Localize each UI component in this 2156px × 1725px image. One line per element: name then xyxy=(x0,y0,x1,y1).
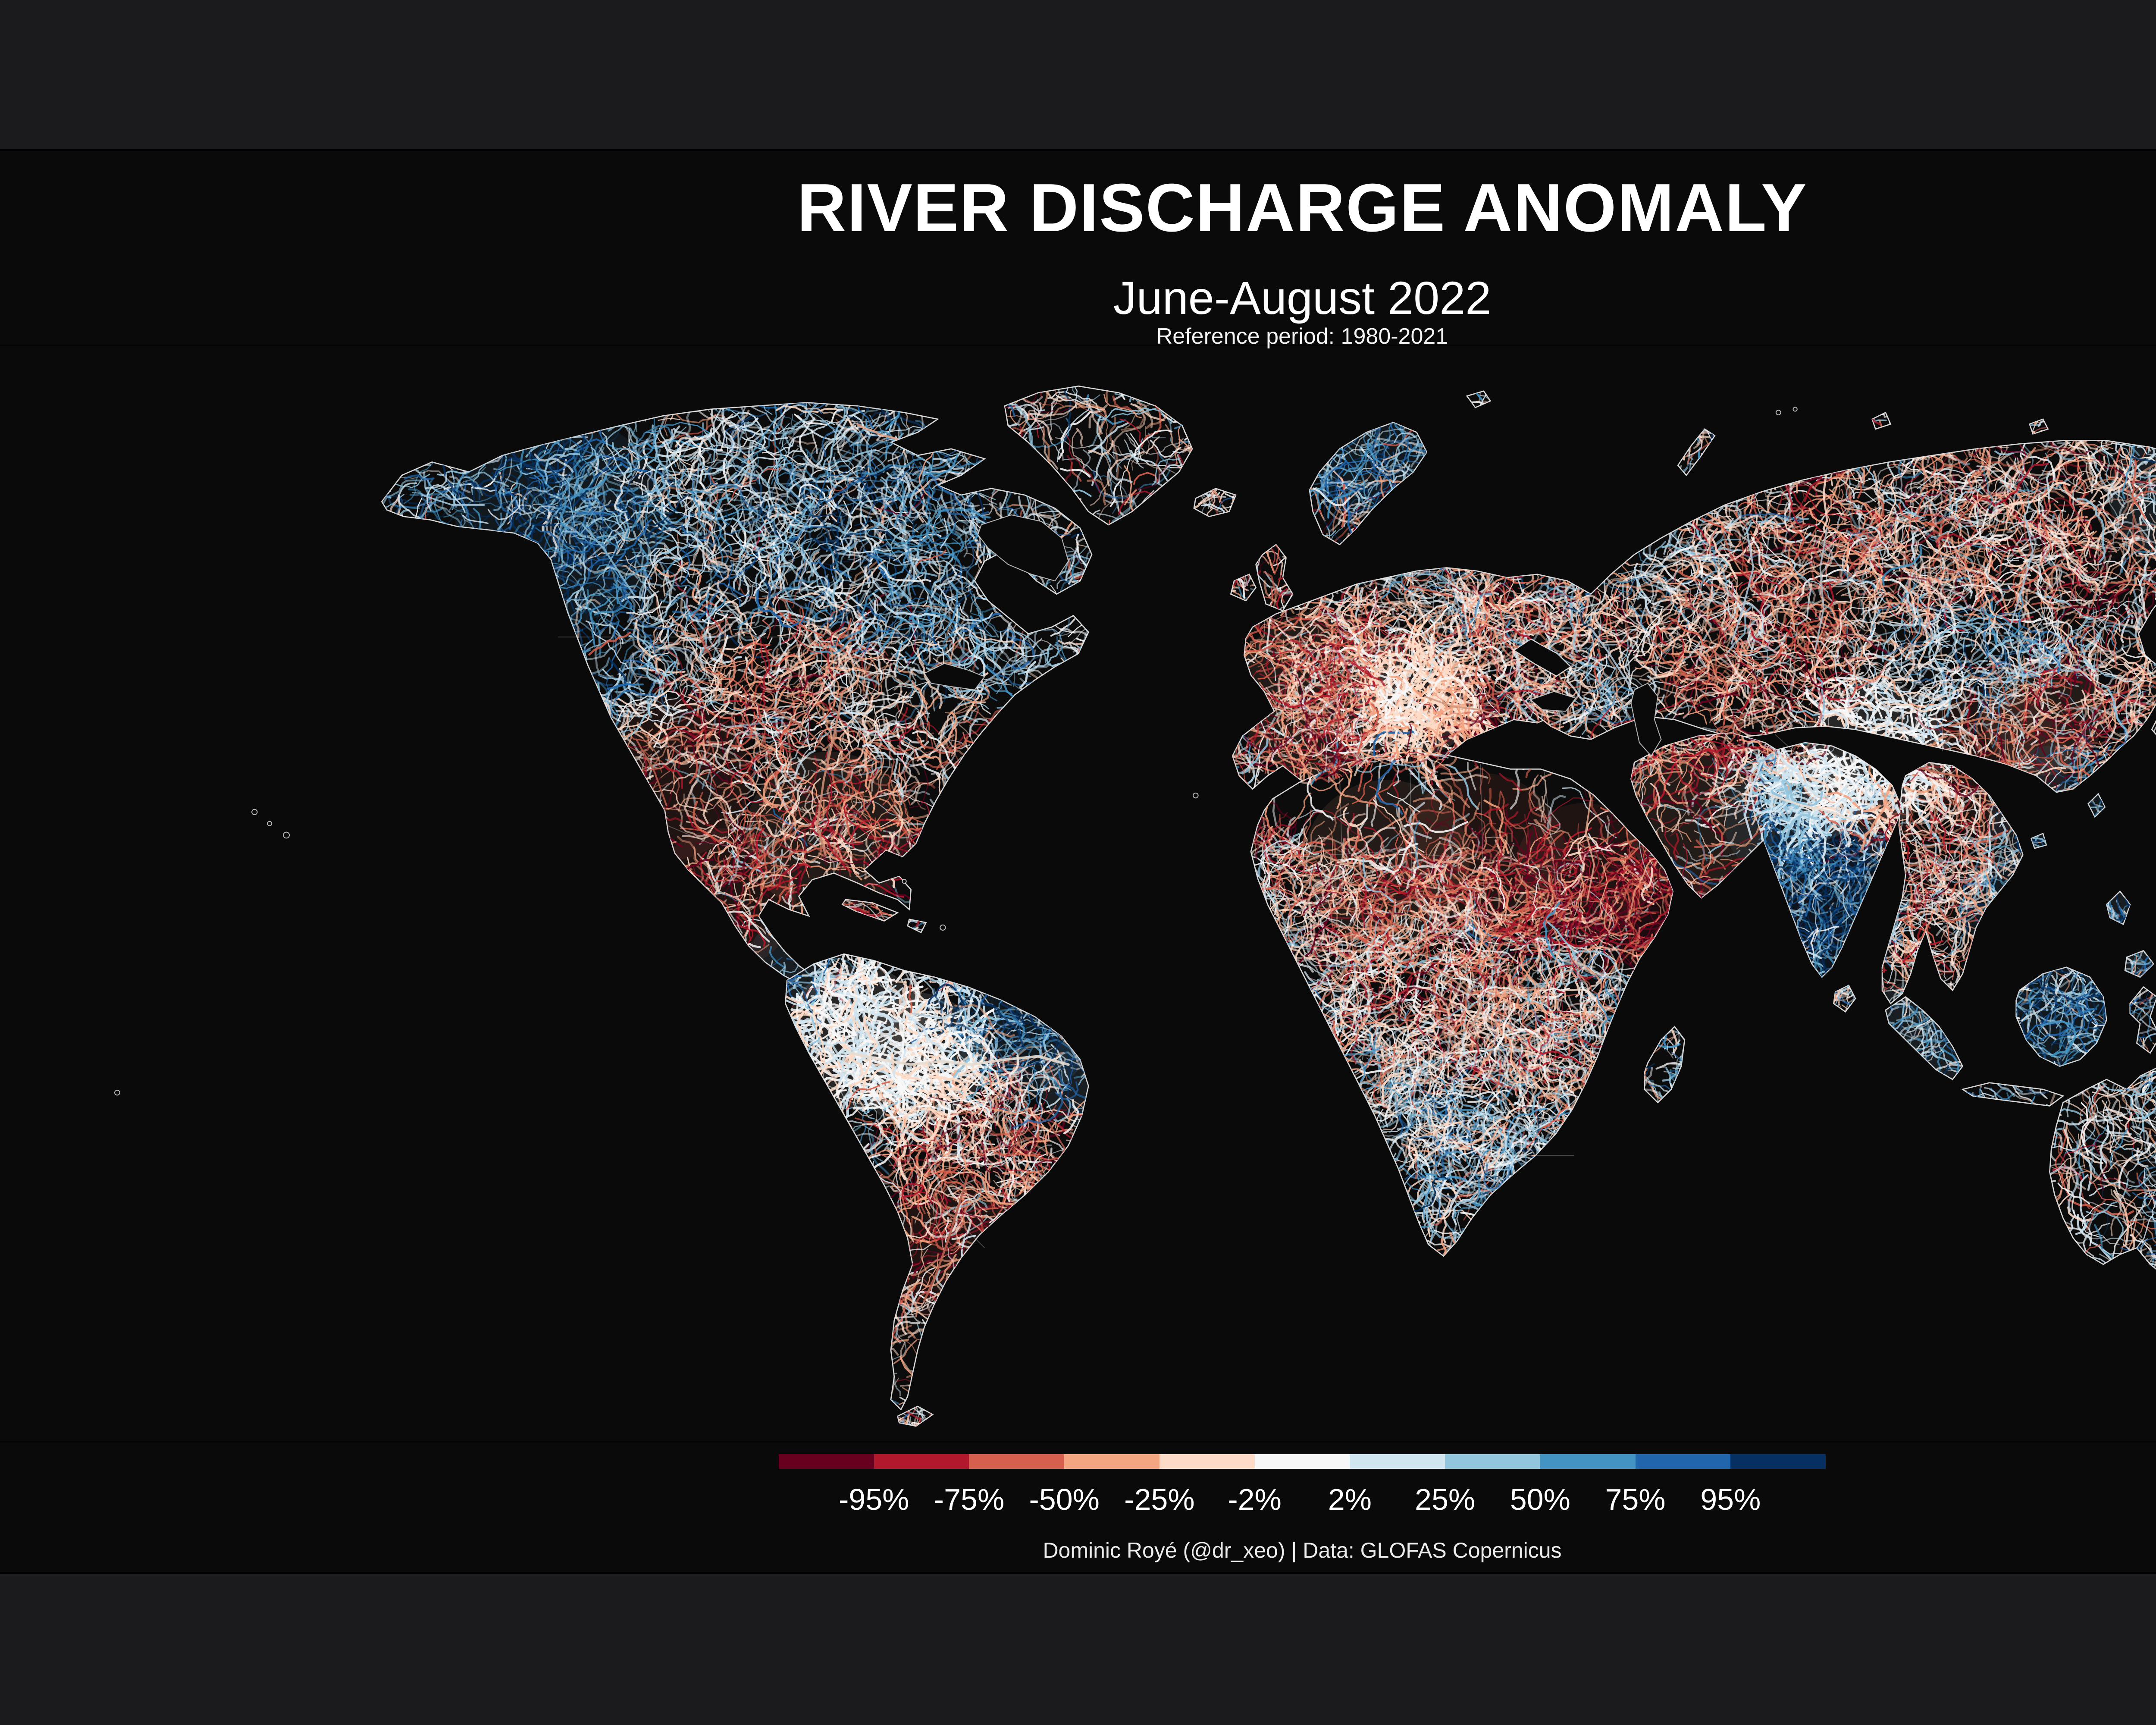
legend-swatch-7 xyxy=(1445,1454,1540,1469)
small-islands xyxy=(114,407,1798,1096)
river-network xyxy=(382,386,2156,1426)
legend-label-7: 50% xyxy=(1510,1483,1570,1516)
sea-black-sea xyxy=(1529,691,1577,712)
legend-label-8: 75% xyxy=(1605,1483,1666,1516)
country-borders xyxy=(558,627,1943,1248)
legend-swatch-10 xyxy=(1730,1454,1826,1469)
page-subtitle: June-August 2022 xyxy=(1113,272,1492,324)
legend-label-2: -50% xyxy=(1029,1483,1100,1516)
legend-swatch-8 xyxy=(1540,1454,1636,1469)
credit-line: Dominic Royé (@dr_xeo) | Data: GLOFAS Co… xyxy=(1043,1538,1562,1562)
legend-labels: -95% -75% -50% -25% -2% 2% 25% 50% 75% 95% xyxy=(779,1482,1826,1521)
legend-swatch-5 xyxy=(1254,1454,1350,1469)
inland-seas xyxy=(924,514,1662,757)
legend-label-3: -25% xyxy=(1124,1483,1195,1516)
reference-period: Reference period: 1980-2021 xyxy=(1156,324,1448,349)
legend-swatch-0 xyxy=(779,1454,874,1469)
legend-label-0: -95% xyxy=(838,1483,909,1516)
legend-swatch-3 xyxy=(1064,1454,1159,1469)
legend-swatch-2 xyxy=(969,1454,1065,1469)
plot-top-divider xyxy=(0,345,2156,346)
legend-label-9: 95% xyxy=(1700,1483,1761,1516)
page-title: RIVER DISCHARGE ANOMALY xyxy=(797,170,1808,246)
legend-label-1: -75% xyxy=(934,1483,1005,1516)
legend-colorbar xyxy=(779,1454,1826,1469)
legend-label-4: -2% xyxy=(1228,1483,1282,1516)
legend-label-5: 2% xyxy=(1328,1483,1372,1516)
sea-caspian-sea xyxy=(1630,683,1662,757)
sea-hudson-bay xyxy=(977,514,1069,582)
continent-japan xyxy=(2151,720,2156,735)
continent-svalbard xyxy=(1466,390,1492,408)
sea-great-lakes xyxy=(924,663,986,690)
legend-swatch-1 xyxy=(874,1454,969,1469)
legend-label-6: 25% xyxy=(1415,1483,1476,1516)
legend-swatch-6 xyxy=(1350,1454,1445,1469)
world-map xyxy=(114,385,2156,1427)
plot-bottom-divider xyxy=(0,1441,2156,1443)
legend-swatch-4 xyxy=(1159,1454,1255,1469)
legend-swatch-9 xyxy=(1635,1454,1731,1469)
